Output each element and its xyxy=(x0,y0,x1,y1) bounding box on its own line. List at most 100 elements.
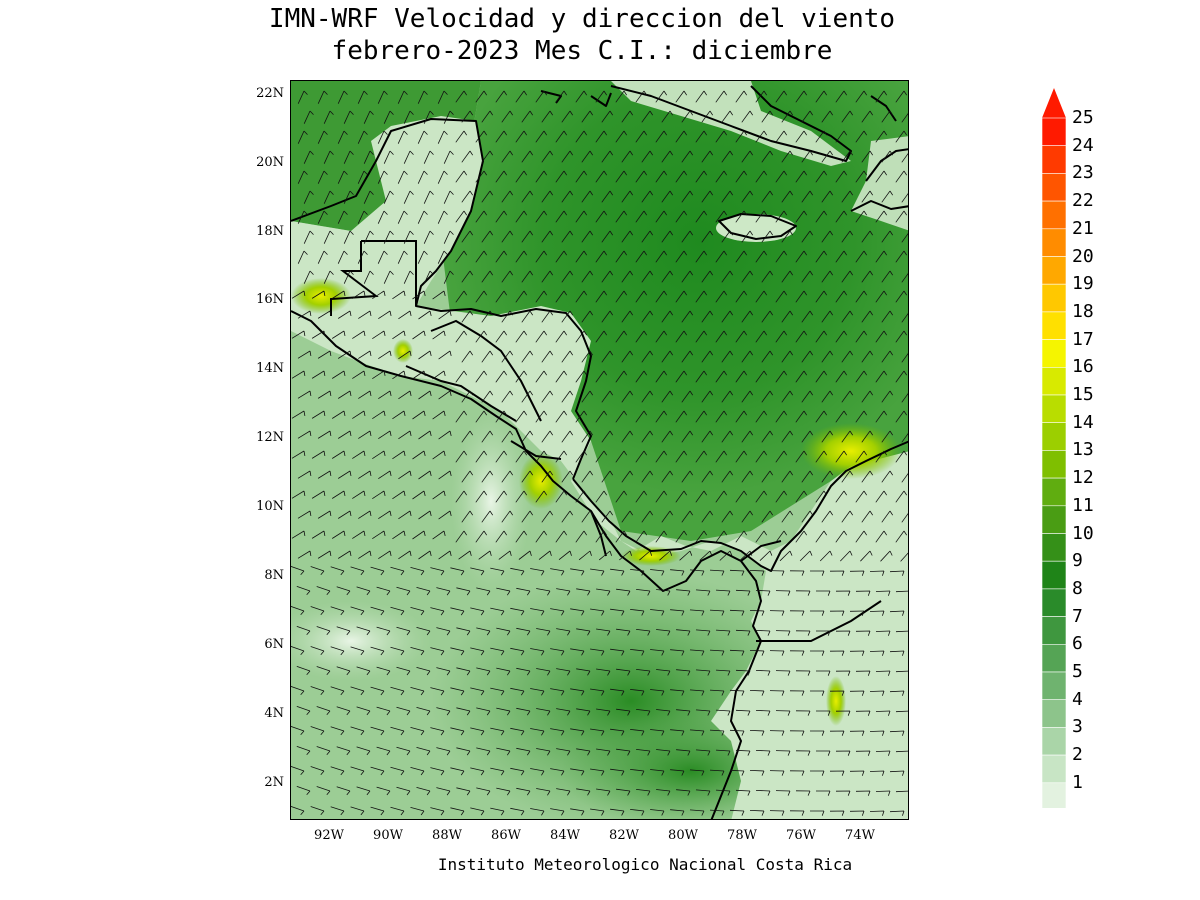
wind-barb xyxy=(478,550,492,560)
wind-barb xyxy=(530,808,545,816)
wind-barb xyxy=(709,769,725,776)
wind-barb xyxy=(396,746,411,756)
wind-barb xyxy=(432,370,446,380)
wind-barb xyxy=(655,170,668,183)
wind-barb xyxy=(741,190,754,203)
wind-barb xyxy=(475,370,488,383)
papagayo-jet xyxy=(519,453,563,509)
wind-barb xyxy=(795,710,811,716)
wind-barb xyxy=(475,170,488,183)
wind-barb xyxy=(437,170,448,184)
wind-barb xyxy=(761,230,774,243)
wind-barb xyxy=(461,430,474,443)
lat-label-6n: 6N xyxy=(264,637,284,652)
wind-barb xyxy=(835,530,848,543)
wind-barb xyxy=(412,290,426,300)
wind-barb xyxy=(761,390,774,403)
wind-barb xyxy=(521,470,534,483)
wind-barb xyxy=(370,566,385,576)
wind-barb xyxy=(436,667,451,676)
wind-barb xyxy=(455,530,468,543)
wind-barb xyxy=(358,550,372,559)
wind-barb xyxy=(470,647,485,656)
wind-barb xyxy=(735,210,748,223)
wind-barb xyxy=(536,668,551,676)
wind-barb xyxy=(900,552,908,562)
wind-barb xyxy=(695,629,711,636)
wind-barb xyxy=(901,113,908,123)
wind-barb xyxy=(895,790,908,793)
wind-barb xyxy=(316,786,331,796)
wind-barb xyxy=(855,710,871,716)
wind-barb xyxy=(755,170,768,183)
wind-barb xyxy=(901,313,908,323)
wind-barb xyxy=(510,687,525,696)
wind-barb xyxy=(297,310,312,319)
wind-barb xyxy=(310,606,325,616)
wind-barb xyxy=(881,190,894,203)
wind-barb xyxy=(635,530,648,543)
wind-barb xyxy=(715,589,731,596)
wind-barb xyxy=(310,686,325,696)
colorbar-label: 13 xyxy=(1072,439,1094,461)
wind-barb xyxy=(535,290,548,303)
wind-barb xyxy=(895,630,908,633)
wind-barb xyxy=(670,729,685,736)
wind-barb xyxy=(875,710,891,716)
wind-barb xyxy=(581,310,594,323)
wind-barb xyxy=(816,710,831,716)
wind-barb xyxy=(656,709,671,716)
wind-barb xyxy=(352,330,366,339)
wind-barb xyxy=(739,550,753,561)
wind-barb xyxy=(655,410,668,423)
wind-barb xyxy=(849,650,865,656)
wind-barb xyxy=(635,490,648,503)
wind-barb xyxy=(291,530,306,539)
wind-barb xyxy=(343,190,354,204)
wind-barb xyxy=(575,250,588,263)
wind-barb xyxy=(869,730,885,736)
wind-barb xyxy=(601,310,614,323)
wind-barb xyxy=(461,470,474,483)
wind-barb xyxy=(729,729,745,736)
wind-barb xyxy=(516,787,531,796)
wind-barb xyxy=(376,706,391,716)
wind-barb xyxy=(323,230,334,244)
wind-barb xyxy=(581,230,594,243)
wind-barb xyxy=(755,250,768,263)
wind-barb xyxy=(430,687,445,696)
wind-barb xyxy=(601,230,614,243)
wind-barb xyxy=(741,390,754,403)
wind-barb xyxy=(641,150,654,163)
wind-barb xyxy=(835,330,848,343)
wind-barb xyxy=(303,190,314,204)
wind-barb xyxy=(849,570,865,576)
wind-barb xyxy=(576,788,591,796)
wind-barb xyxy=(297,250,308,264)
wind-barb xyxy=(621,110,634,123)
wind-barb xyxy=(701,350,714,363)
wind-barb xyxy=(310,726,325,736)
wind-barb xyxy=(815,290,828,303)
wind-barb xyxy=(861,270,874,283)
wind-barb xyxy=(337,390,352,399)
wind-barb xyxy=(715,530,728,543)
wind-barb xyxy=(781,470,794,483)
wind-barb xyxy=(681,470,694,483)
wind-barb xyxy=(709,689,725,696)
wind-barb xyxy=(410,567,425,576)
wind-barb xyxy=(392,410,406,420)
wind-barb xyxy=(437,130,448,144)
wind-barb xyxy=(715,250,728,263)
wind-barb xyxy=(377,170,388,184)
wind-barb xyxy=(476,667,491,676)
wind-barb xyxy=(595,410,608,423)
wind-barb xyxy=(555,210,568,223)
wind-barb xyxy=(535,210,548,223)
wind-barb xyxy=(336,786,351,796)
wind-barb xyxy=(655,130,668,143)
wind-barb xyxy=(689,769,705,776)
wind-barb xyxy=(656,789,671,796)
wind-barb xyxy=(681,310,694,323)
wind-barb xyxy=(490,767,505,776)
